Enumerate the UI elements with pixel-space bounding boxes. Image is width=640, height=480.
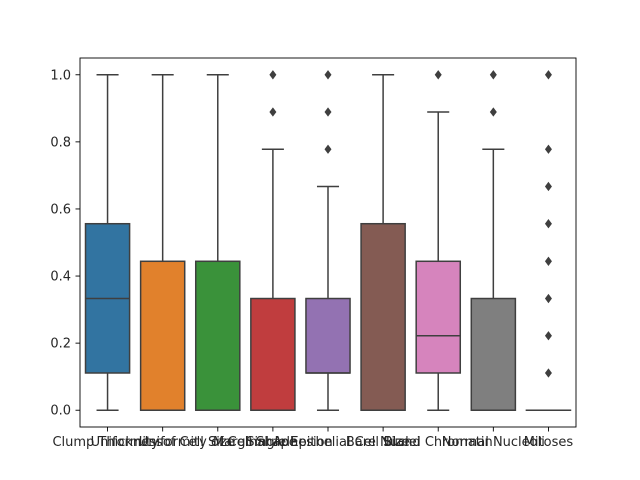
x-tick-label: Mitoses — [524, 435, 574, 450]
box — [194, 260, 241, 411]
y-tick-label: 0.6 — [50, 202, 71, 217]
x-tick-label: Clump Thickness — [52, 435, 162, 450]
outlier-point — [544, 368, 552, 378]
outlier-point — [544, 331, 552, 341]
outlier-point — [544, 219, 552, 229]
outlier-point — [324, 144, 332, 154]
y-tick-label: 0.8 — [50, 135, 71, 150]
outlier-point — [544, 181, 552, 192]
y-tick-label: 0.4 — [50, 270, 71, 285]
outlier-point — [489, 107, 497, 117]
outlier-point — [489, 70, 497, 80]
outlier-point — [269, 70, 277, 80]
y-tick-label: 0.0 — [50, 404, 71, 419]
x-tick-label: Marginal Adhesion — [213, 435, 333, 450]
axes-frame — [79, 57, 577, 428]
outlier-point — [324, 70, 332, 80]
outlier-point — [269, 107, 277, 117]
x-tick-label: Bland Chromatin — [384, 435, 493, 450]
outlier-point — [544, 70, 552, 80]
x-tick-label: Uniformity of Cell Size — [91, 435, 235, 450]
box — [415, 260, 462, 374]
box — [470, 297, 517, 411]
box — [250, 297, 296, 411]
outlier-point — [544, 293, 552, 304]
outlier-point — [434, 70, 442, 80]
box — [360, 222, 406, 411]
box — [139, 260, 186, 411]
outlier-point — [544, 256, 552, 266]
x-tick-label: Bare Nuclei — [346, 435, 420, 450]
outlier-point — [544, 144, 552, 154]
outlier-point — [324, 107, 332, 117]
x-tick-label: Uniformity of Cell Shape — [139, 435, 297, 450]
x-tick-label: Normal Nucleoli — [442, 435, 545, 450]
x-tick-label: Single Epithelial Cell Size — [246, 435, 410, 450]
box — [305, 297, 351, 374]
y-tick-label: 0.2 — [50, 337, 71, 352]
y-tick-label: 1.0 — [50, 68, 71, 83]
